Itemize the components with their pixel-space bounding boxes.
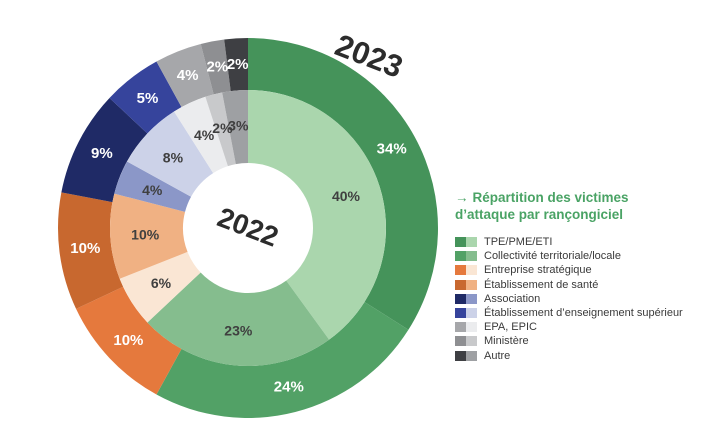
- segment-2023-7: [200, 39, 231, 95]
- legend-swatch-2023: [455, 265, 466, 276]
- segment-label-2023-2: 10%: [113, 332, 143, 349]
- segment-label-2022-8: 3%: [228, 118, 249, 134]
- segment-label-2023-4: 9%: [91, 145, 113, 162]
- segment-label-2022-1: 23%: [224, 323, 253, 339]
- legend-label: Établissement d’enseignement supérieur: [484, 307, 683, 320]
- legend-item: EPA, EPIC: [455, 320, 715, 334]
- legend-swatch-2023: [455, 279, 466, 290]
- segment-label-2022-3: 10%: [131, 227, 160, 243]
- legend-swatch-2022: [466, 336, 477, 347]
- legend-swatch-2022: [466, 293, 477, 304]
- segment-2022-7: [205, 92, 236, 167]
- segment-label-2022-0: 40%: [332, 188, 361, 204]
- segment-2022-4: [114, 161, 192, 212]
- chart-title-line2: d’attaque par rançongiciel: [455, 207, 624, 222]
- legend-label: Association: [484, 292, 541, 305]
- legend-swatch-2023: [455, 350, 466, 361]
- segment-2023-5: [109, 61, 182, 134]
- legend-item: Établissement de santé: [455, 278, 715, 292]
- segment-2023-4: [61, 97, 148, 203]
- legend-label: Collectivité territoriale/locale: [484, 250, 621, 263]
- legend-item: Entreprise stratégique: [455, 263, 715, 277]
- legend-swatch-2022: [466, 265, 477, 276]
- segment-2022-8: [222, 90, 248, 165]
- segment-2022-3: [110, 193, 188, 279]
- legend-item: Collectivité territoriale/locale: [455, 249, 715, 263]
- legend-item: TPE/PME/ETI: [455, 235, 715, 249]
- legend-label: EPA, EPIC: [484, 321, 537, 334]
- donut-rings: [58, 38, 438, 418]
- legend-label: Ministère: [484, 335, 529, 348]
- segment-2023-6: [156, 43, 214, 108]
- legend-swatch-2023: [455, 237, 466, 248]
- segment-label-2022-5: 8%: [163, 150, 184, 166]
- chart-title: → Répartition des victimes d’attaque par …: [455, 189, 715, 223]
- legend-panel: → Répartition des victimes d’attaque par …: [455, 189, 715, 363]
- segment-label-2023-5: 5%: [137, 90, 159, 107]
- legend-swatch-2022: [466, 322, 477, 333]
- legend-swatch-2023: [455, 251, 466, 262]
- legend-swatch-2022: [466, 279, 477, 290]
- legend-swatch-2023: [455, 336, 466, 347]
- legend-label: Autre: [484, 349, 511, 362]
- segment-label-2022-7: 2%: [212, 120, 233, 136]
- donut-segment-labels: 34%24%10%10%9%5%4%2%2%40%23%6%10%4%8%4%2…: [70, 56, 407, 395]
- segment-2022-2: [119, 251, 201, 323]
- arrow-right-icon: →: [455, 190, 469, 205]
- segment-label-2023-8: 2%: [227, 56, 249, 73]
- legend-swatch-2023: [455, 293, 466, 304]
- segment-label-2022-4: 4%: [142, 182, 163, 198]
- legend-item: Établissement d’enseignement supérieur: [455, 306, 715, 320]
- segment-label-2023-0: 34%: [377, 141, 407, 158]
- legend-swatch-2023: [455, 308, 466, 319]
- legend-swatch-2023: [455, 322, 466, 333]
- segment-2022-1: [147, 272, 330, 366]
- legend-swatch-2022: [466, 350, 477, 361]
- segment-label-2022-6: 4%: [194, 127, 215, 143]
- legend-label: Entreprise stratégique: [484, 264, 592, 277]
- segment-2023-2: [76, 286, 182, 395]
- segment-2022-6: [174, 96, 228, 174]
- chart-title-line1: Répartition des victimes: [472, 190, 629, 205]
- segment-label-2022-2: 6%: [151, 275, 172, 291]
- legend-label: TPE/PME/ETI: [484, 236, 553, 249]
- legend-swatch-2022: [466, 237, 477, 248]
- segment-label-2023-6: 4%: [177, 67, 199, 84]
- segment-label-2023-1: 24%: [274, 378, 304, 395]
- segment-2022-5: [127, 111, 214, 197]
- segment-2023-0: [248, 38, 438, 330]
- legend-label: Établissement de santé: [484, 278, 599, 291]
- inner-ring-year-label: 2022: [213, 201, 282, 252]
- segment-label-2023-3: 10%: [70, 240, 100, 257]
- segment-2023-8: [224, 38, 248, 92]
- segment-label-2023-7: 2%: [206, 58, 228, 75]
- segment-2023-1: [156, 301, 409, 418]
- legend-item: Autre: [455, 349, 715, 363]
- legend-swatch-2022: [466, 308, 477, 319]
- segment-2022-0: [248, 90, 386, 340]
- segment-2023-3: [58, 192, 124, 309]
- legend: TPE/PME/ETI Collectivité territoriale/loc…: [455, 235, 715, 363]
- legend-item: Association: [455, 292, 715, 306]
- legend-item: Ministère: [455, 334, 715, 348]
- legend-swatch-2022: [466, 251, 477, 262]
